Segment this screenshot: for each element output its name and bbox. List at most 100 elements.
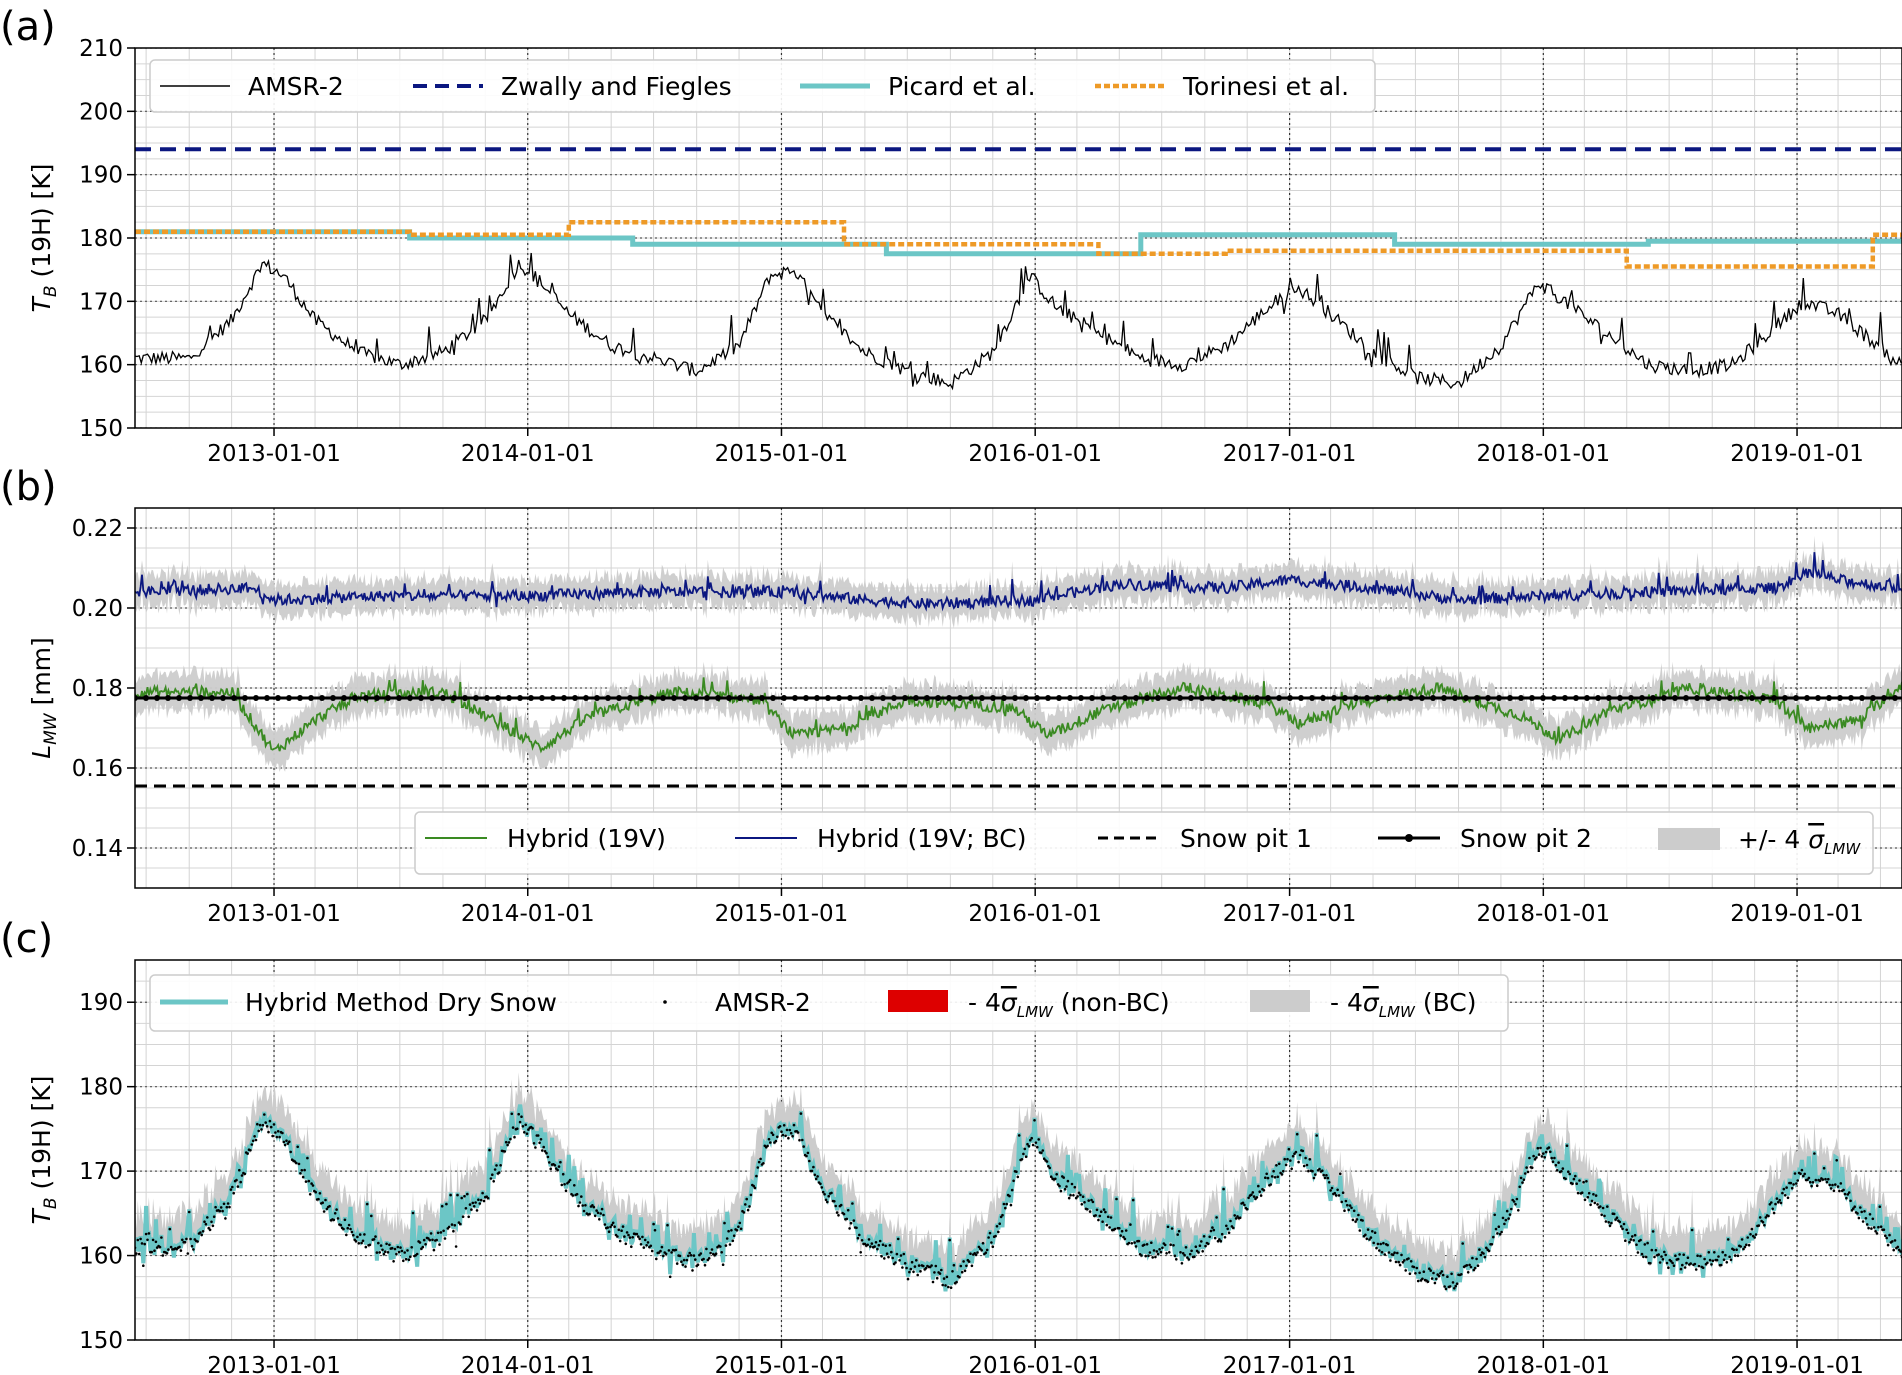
snow-pit-2-marker (275, 695, 281, 701)
snow-pit-2-marker (308, 695, 314, 701)
y-tick-label: 150 (79, 1328, 123, 1354)
amsr2-point (1515, 1197, 1519, 1201)
amsr2-point (343, 1218, 347, 1222)
amsr2-point (1864, 1217, 1868, 1220)
amsr2-point (649, 1244, 653, 1248)
amsr2-point (1874, 1230, 1877, 1233)
amsr2-point (1583, 1198, 1587, 1202)
legend-label: Hybrid (19V) (507, 824, 666, 853)
amsr2-point (1749, 1233, 1752, 1236)
amsr2-point (549, 1167, 552, 1171)
amsr2-point (1519, 1176, 1523, 1180)
amsr2-point (1105, 1223, 1109, 1227)
snow-pit-2-marker (462, 695, 468, 701)
amsr2-point (1257, 1184, 1260, 1188)
snow-pit-2-marker (319, 695, 325, 701)
amsr2-point (1001, 1213, 1004, 1217)
amsr2-point (1095, 1208, 1099, 1212)
amsr2-point (1465, 1264, 1469, 1267)
amsr2-point (1376, 1242, 1380, 1246)
amsr2-point (1040, 1151, 1043, 1155)
snow-pit-2-marker (1595, 695, 1601, 701)
amsr2-point (1371, 1230, 1374, 1233)
amsr2-point (1031, 1143, 1035, 1147)
amsr2-point (1625, 1228, 1628, 1232)
amsr2-point (1034, 1141, 1038, 1144)
amsr2-point (823, 1193, 826, 1196)
amsr2-point (1443, 1285, 1446, 1288)
snow-pit-2-marker (1727, 695, 1733, 701)
amsr2-point (866, 1243, 869, 1247)
snow-pit-2-marker (1452, 695, 1458, 701)
amsr2-point (731, 1239, 735, 1243)
amsr2-point (1426, 1280, 1430, 1283)
amsr2-point (1550, 1156, 1553, 1160)
legend (149, 974, 1509, 1032)
amsr2-point (1252, 1195, 1256, 1198)
amsr2-point (1518, 1185, 1521, 1189)
amsr2-point (206, 1216, 209, 1219)
amsr2-point (478, 1202, 482, 1205)
amsr2-point (1346, 1203, 1349, 1207)
amsr2-point (998, 1222, 1001, 1225)
series-line-hybrid-19v- (135, 677, 1902, 754)
amsr2-point (153, 1249, 156, 1252)
amsr2-point (1493, 1213, 1496, 1217)
amsr2-point (1190, 1249, 1193, 1253)
amsr2-point (1414, 1272, 1417, 1275)
amsr2-point (1549, 1150, 1552, 1154)
amsr2-point (1578, 1179, 1581, 1182)
snow-pit-2-marker (1628, 695, 1634, 701)
amsr2-point (1041, 1149, 1045, 1152)
snow-pit-2-marker (682, 695, 688, 701)
amsr2-point (1036, 1145, 1039, 1149)
amsr2-point (1733, 1254, 1737, 1257)
amsr2-point (1487, 1249, 1491, 1253)
amsr2-point (1532, 1154, 1535, 1158)
snow-pit-2-marker (616, 695, 622, 701)
x-tick-label: 2018-01-01 (1476, 441, 1610, 467)
amsr2-point (1358, 1229, 1362, 1232)
x-tick-label: 2013-01-01 (207, 1353, 341, 1375)
amsr2-point (1831, 1183, 1834, 1187)
amsr2-point (735, 1229, 739, 1232)
amsr2-point (1561, 1167, 1565, 1170)
amsr2-point (977, 1245, 981, 1249)
amsr2-point (802, 1145, 805, 1148)
amsr2-point (1557, 1161, 1560, 1164)
amsr2-point (767, 1137, 771, 1141)
amsr2-point (1867, 1226, 1870, 1230)
snow-pit-2-marker (1474, 695, 1480, 701)
amsr2-point (1343, 1209, 1346, 1212)
amsr2-point (1429, 1269, 1432, 1272)
legend-label: Snow pit 1 (1180, 824, 1312, 853)
amsr2-point (1432, 1271, 1435, 1275)
amsr2-point (486, 1196, 490, 1200)
amsr2-point (888, 1244, 892, 1247)
amsr2-point (1048, 1166, 1052, 1170)
amsr2-point (1181, 1252, 1185, 1255)
snow-pit-2-marker (1056, 695, 1062, 701)
amsr2-point (942, 1277, 946, 1280)
amsr2-point (1483, 1255, 1487, 1259)
amsr2-point (1169, 1243, 1172, 1246)
amsr2-point (1391, 1253, 1395, 1256)
amsr2-point (1295, 1132, 1299, 1136)
amsr2-point (246, 1152, 249, 1155)
amsr2-point (1129, 1223, 1132, 1226)
snow-pit-2-marker (187, 695, 193, 701)
amsr2-point (449, 1193, 452, 1197)
amsr2-point (210, 1220, 213, 1224)
amsr2-point (792, 1123, 796, 1127)
amsr2-point (855, 1226, 858, 1230)
amsr2-point (1184, 1246, 1188, 1249)
amsr2-point (667, 1249, 671, 1252)
amsr2-point (1327, 1181, 1331, 1184)
snow-pit-2-marker (165, 695, 171, 701)
snow-pit-2-marker (1276, 695, 1282, 701)
amsr2-point (332, 1218, 336, 1222)
amsr2-point (393, 1247, 397, 1251)
amsr2-point (813, 1173, 817, 1177)
amsr2-point (1530, 1166, 1534, 1169)
amsr2-point (1067, 1196, 1071, 1200)
